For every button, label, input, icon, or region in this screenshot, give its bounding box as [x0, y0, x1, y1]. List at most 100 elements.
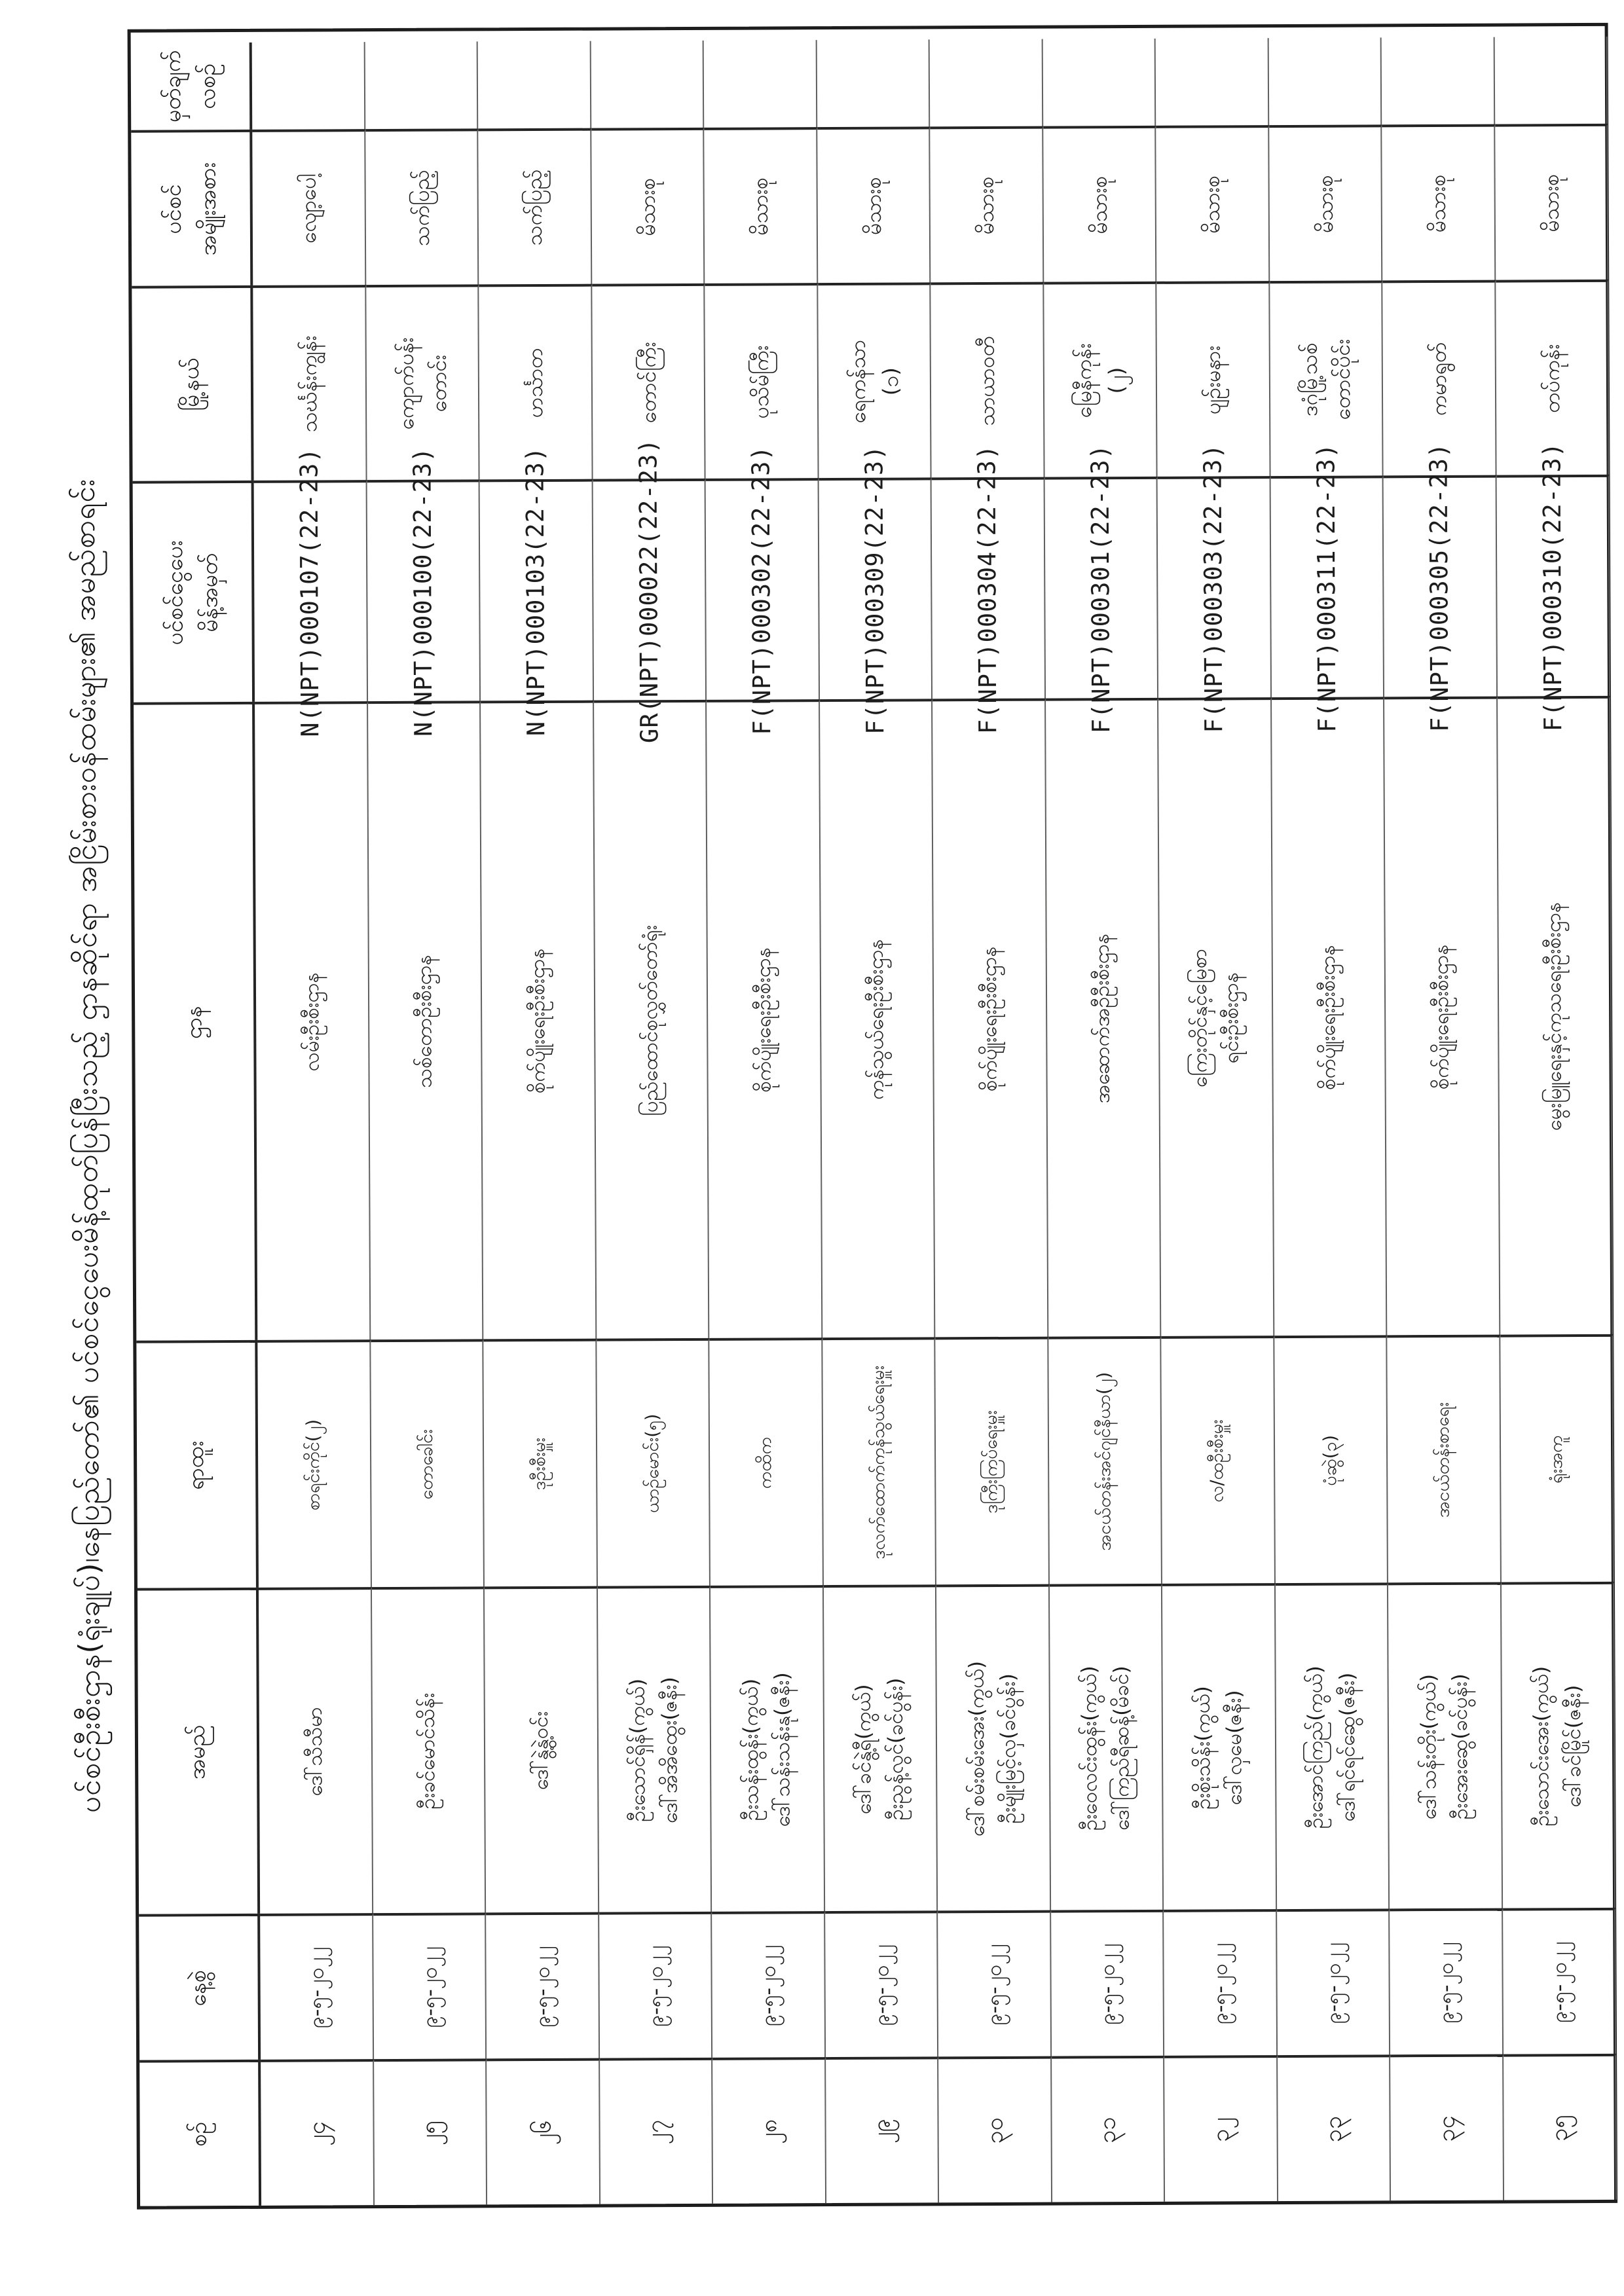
cell-text-line: F(NPT)000305(22-23): [1424, 442, 1454, 733]
cell-text-line: N(NPT)000100(22-23): [407, 446, 437, 737]
cell-row11-position: ရုံးအကူ: [1500, 1334, 1614, 1582]
cell-text-line: ၃၄: [1433, 2115, 1460, 2142]
cell-row6-date: ၉-၅-၂၀၂၂: [938, 1910, 1052, 2057]
cell-text-line: F(NPT)000302(22-23): [747, 445, 777, 735]
cell-row9-pension_type: မိသားစု: [1268, 124, 1383, 282]
cell-row4-date: ၉-၅-၂၀၂၂: [712, 1911, 826, 2058]
cell-text-line: မြေနီကုန်း: [1071, 343, 1096, 418]
cell-text-line: တောခေါင်း: [416, 1429, 437, 1500]
cell-row5-pension_type: မိသားစု: [817, 126, 931, 283]
cell-text-line: ဒေါ်စမ်းစမ်းအေး(ကွယ်): [964, 1660, 989, 1837]
header-cell-name: အမည်: [137, 1587, 261, 1914]
cell-text-line: သက်ပြည့်: [409, 170, 434, 247]
cell-text-line: ဒုကြီးကြပ်ရေးမှူး: [981, 1410, 1002, 1514]
cell-row6-payment_order_no: F(NPT)000304(22-23): [931, 445, 1046, 734]
cell-text-line: ၂၅: [416, 2121, 443, 2146]
cell-text-line: နေ့စွဲ: [185, 1970, 212, 2007]
cell-text-line: ၉-၅-၂၀၂၂: [1094, 1943, 1120, 2025]
cell-text-line: ရေကန်သာ: [845, 339, 870, 424]
cell-row7-pension_type: မိသားစု: [1043, 125, 1157, 282]
cell-row9-no: ၃၃: [1277, 2054, 1392, 2202]
cell-text-line: F(NPT)000310(22-23): [1537, 442, 1567, 732]
cell-text-line: ပုသိမ်ကြီး: [748, 345, 774, 419]
cell-row0-date: ၉-၅-၂၀၂၂: [260, 1913, 374, 2060]
cell-row7-township: မြေနီကုန်း (၂): [1043, 281, 1158, 477]
cell-row10-payment_order_no: F(NPT)000305(22-23): [1383, 443, 1498, 732]
cell-row7-position: အငယ်တန်းအင်ဂျင်နီယာ(၂): [1048, 1336, 1162, 1584]
cell-row1-date: ၉-၅-၂၀၂၂: [373, 1912, 487, 2060]
cell-text-line: ဦးအေးဆွေ(ခင်ပွန်း): [1448, 1673, 1473, 1820]
cell-text-line: ကြေးတိုင်နှင့်မြေစာ: [1187, 949, 1212, 1088]
cell-text-line: ယာဉ်မောင်း(၅): [642, 1413, 663, 1514]
cell-row5-township: ရေကန်သာ (၁): [817, 282, 932, 479]
cell-text-line: ၃၂: [1207, 2117, 1234, 2143]
cell-row11-no: ၃၅: [1503, 2053, 1617, 2200]
cell-row3-no: ၂၇: [599, 2057, 714, 2204]
cell-row11-pension_type: မိသားစု: [1494, 123, 1609, 280]
header-cell-payment_order_no: ပင်စင်ငွေပေး မိန့်အမှတ်: [132, 480, 255, 702]
cell-row10-position: အငယ်တန်းစာရေး: [1387, 1334, 1502, 1583]
cell-text-line: ဒေါ်ခင်နွဲ့ရီ(ကွယ်): [851, 1684, 876, 1815]
cell-row0-township: သင်္ဃန်းကျွန်း: [253, 285, 367, 481]
header-cell-no: စဉ်: [139, 2059, 262, 2206]
cell-row1-department: သစ်တောဦးစီးဌာန: [367, 701, 484, 1340]
cell-text-line: စိုက်ပျိုးရေးဦးစီးဌာန: [525, 948, 550, 1094]
cell-row8-payment_order_no: F(NPT)000303(22-23): [1157, 443, 1272, 733]
cell-text-line: ဟင်္သာတ: [522, 348, 548, 418]
cell-row8-position: လ/ထဦးစီးမှူး: [1161, 1336, 1276, 1584]
cell-text-line: ဒုဦးစီးမှူး: [529, 1437, 550, 1491]
cell-row4-no: ၂၈: [712, 2057, 826, 2204]
cell-text-line: မိသားစု: [860, 177, 886, 236]
cell-text-line: အမည်: [184, 1724, 211, 1780]
cell-text-line: ဦးသောင်းအေး(ကွယ်): [1529, 1666, 1554, 1827]
cell-text-line: ဌာန: [181, 1006, 208, 1040]
cell-row1-no: ၂၅: [373, 2058, 488, 2206]
cell-row2-date: ၉-၅-၂၀၂၂: [486, 1912, 600, 2059]
cell-text-line: သင်္ဃန်းကျွန်း: [296, 335, 322, 433]
header-cell-pension_type: ပင်စင် အမျိုးအစား: [131, 129, 253, 286]
cell-text-line: ၉-၅-၂၀၂၂: [1433, 1942, 1459, 2024]
cell-row5-date: ၉-၅-၂၀၂၂: [824, 1910, 939, 2058]
cell-text-line: ဒေါ်ရင်ရင်ဆွေ(ဇနီး): [1335, 1672, 1360, 1822]
cell-text-line: ၃၁: [1094, 2117, 1121, 2144]
cell-text-line: ၃၀: [981, 2117, 1008, 2144]
cell-text-line: မိသားစု: [1086, 175, 1112, 234]
cell-text-line: ဦးညွန့်လွင်(ခင်ပွန်း): [883, 1677, 908, 1821]
cell-text-line: ၉-၅-၂၀၂၂: [755, 1944, 781, 2027]
cell-text-line: တောင်း: [426, 354, 451, 412]
cell-row0-pension_type: လျော့ပေါ့: [252, 129, 366, 285]
cell-text-line: ဒေါ်ခင်မြိုင်(ဇနီး): [1561, 1685, 1586, 1808]
cell-text-line: ကမာရွတ်: [1426, 342, 1452, 416]
cell-text-line: ၉-၅-၂၀၂၂: [868, 1944, 894, 2026]
rotated-landscape-content: ပင်စင်ဦးစီးဌာန(ရုံးချုပ်)၊နေပြည်တော်၏ ပင…: [54, 16, 1623, 2269]
cell-text-line: လ/ထဦးစီးမှူး: [1207, 1419, 1228, 1503]
cell-text-line: မြို့နယ်: [178, 357, 205, 411]
cell-row3-remark: [591, 40, 705, 128]
cell-row1-remark: [365, 41, 479, 130]
cell-text-line: F(NPT)000309(22-23): [859, 445, 889, 735]
cell-text-line: ဒေါ်သန်းသန်းနု(ဇနီး): [770, 1672, 795, 1827]
cell-text-line: အမျိုးအစား: [194, 162, 221, 256]
cell-text-line: မိသားစု: [747, 177, 773, 236]
cell-text-line: တပ်ကုန်း: [1539, 344, 1564, 414]
cell-row4-pension_type: မိသားစု: [704, 127, 818, 283]
cell-row9-date: ၉-၅-၂၀၂၂: [1276, 1908, 1391, 2056]
cell-text-line: ပင်စင်: [160, 184, 187, 234]
cell-text-line: ဒေါ်သန်းတိုး(ကွယ်): [1416, 1673, 1441, 1820]
cell-row8-department: ကြေးတိုင်နှင့်မြေစာ ရင်းဦးစီးဌာန: [1158, 697, 1274, 1336]
cell-text-line: ရာထူး: [183, 1440, 210, 1490]
cell-row1-township: ကျောက်ပန်း တောင်း: [365, 284, 480, 481]
cell-row0-payment_order_no: N(NPT)000107(22-23): [253, 447, 368, 737]
cell-text-line: ဦးသန်းထွန်း(ကွယ်): [739, 1678, 764, 1821]
cell-row8-remark: [1155, 38, 1269, 126]
cell-row9-remark: [1268, 37, 1382, 126]
cell-text-line: ၂၇: [642, 2119, 669, 2145]
cell-row5-no: ၂၉: [825, 2056, 940, 2204]
cell-row0-position: စာရင်းကိုင်(၂): [257, 1339, 372, 1588]
cell-text-line: မိသားစု: [1199, 175, 1225, 234]
cell-text-line: သစ်တောဦးစီးဌာန: [413, 955, 437, 1089]
cell-text-line: ဦးခင်မောင်သိန်း: [416, 1692, 440, 1810]
cell-row7-department: အဆောက်အဦဦးစီးဌာန: [1045, 697, 1162, 1337]
cell-text-line: ပုံဆွဲ(၃): [1320, 1434, 1341, 1486]
